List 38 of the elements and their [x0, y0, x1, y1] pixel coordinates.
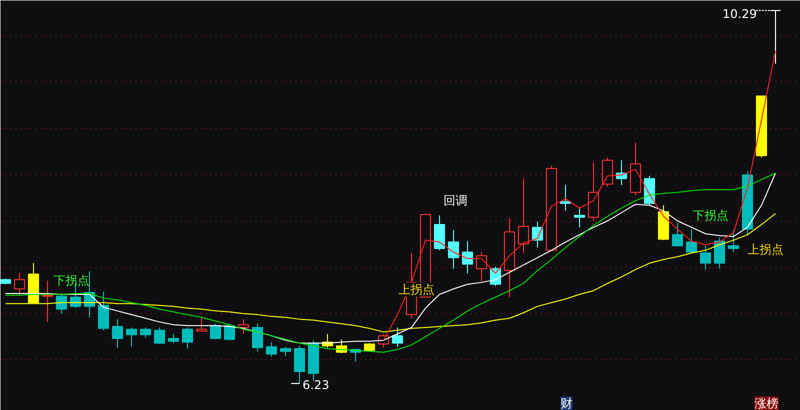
candlestick	[224, 323, 236, 341]
candlestick	[154, 326, 166, 344]
annotation: 上拐点	[398, 282, 434, 296]
text: 财	[560, 396, 572, 410]
candlestick	[672, 222, 684, 248]
candlestick	[728, 230, 740, 253]
candlestick	[714, 236, 726, 270]
candlestick	[518, 178, 530, 254]
candlestick	[126, 326, 138, 348]
candlestick	[462, 240, 474, 274]
candlestick	[56, 292, 68, 314]
candlestick	[14, 272, 26, 296]
annotation: 回调	[444, 194, 468, 208]
candlestick	[168, 333, 180, 344]
candlestick	[196, 316, 208, 332]
candlestick	[448, 230, 460, 270]
candlestick	[574, 206, 586, 228]
candlestick	[112, 318, 124, 348]
annotation: 下拐点	[54, 274, 90, 288]
candlestick	[238, 318, 250, 334]
candlestick	[210, 323, 222, 340]
candlestick	[140, 326, 152, 338]
annotation: 上拐点	[748, 242, 784, 256]
candlestick	[686, 228, 698, 254]
annotation: 下拐点	[692, 208, 728, 222]
candlestick	[602, 156, 614, 188]
annotation: 6.23	[302, 378, 330, 392]
candlestick	[98, 291, 110, 331]
candlestick	[252, 323, 264, 352]
candlestick	[280, 346, 292, 356]
candlestick	[182, 326, 194, 350]
candlestick	[392, 326, 404, 348]
candlestick	[700, 245, 712, 270]
candlestick	[434, 214, 446, 251]
candlestick	[560, 184, 572, 212]
annotation: 10.29	[722, 7, 757, 21]
candlestick	[266, 342, 278, 358]
text: 涨榜	[754, 396, 778, 410]
